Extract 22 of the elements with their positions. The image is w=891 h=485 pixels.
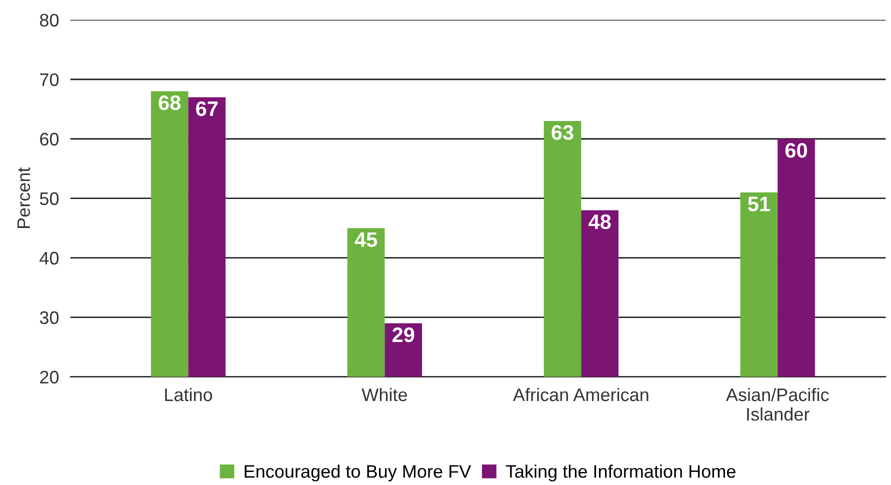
x-tick-label: Asian/Pacific Islander <box>726 388 829 421</box>
y-tick-label: 30 <box>40 311 59 324</box>
legend-label: Taking the Information Home <box>506 464 736 482</box>
y-tick-label: 70 <box>40 73 59 86</box>
data-label: 63 <box>552 125 574 140</box>
data-label: 45 <box>354 232 378 247</box>
legend-label: Encouraged to Buy More FV <box>244 464 472 482</box>
y-tick-label: 50 <box>40 192 59 206</box>
data-label: 60 <box>785 142 808 158</box>
x-tick-label: African American <box>512 388 648 402</box>
y-tick-label: 80 <box>40 14 59 27</box>
data-label: 68 <box>158 95 181 110</box>
y-axis-title: Percent <box>17 167 30 228</box>
data-label: 48 <box>588 214 611 230</box>
x-tick-label: White <box>362 388 407 402</box>
data-label: 51 <box>748 196 770 212</box>
data-label: 29 <box>392 327 414 342</box>
data-label: 67 <box>196 101 218 116</box>
y-tick-label: 40 <box>40 252 59 265</box>
y-tick-label: 20 <box>40 370 59 384</box>
y-tick-label: 60 <box>40 132 59 146</box>
x-tick-label: Latino <box>165 388 212 402</box>
